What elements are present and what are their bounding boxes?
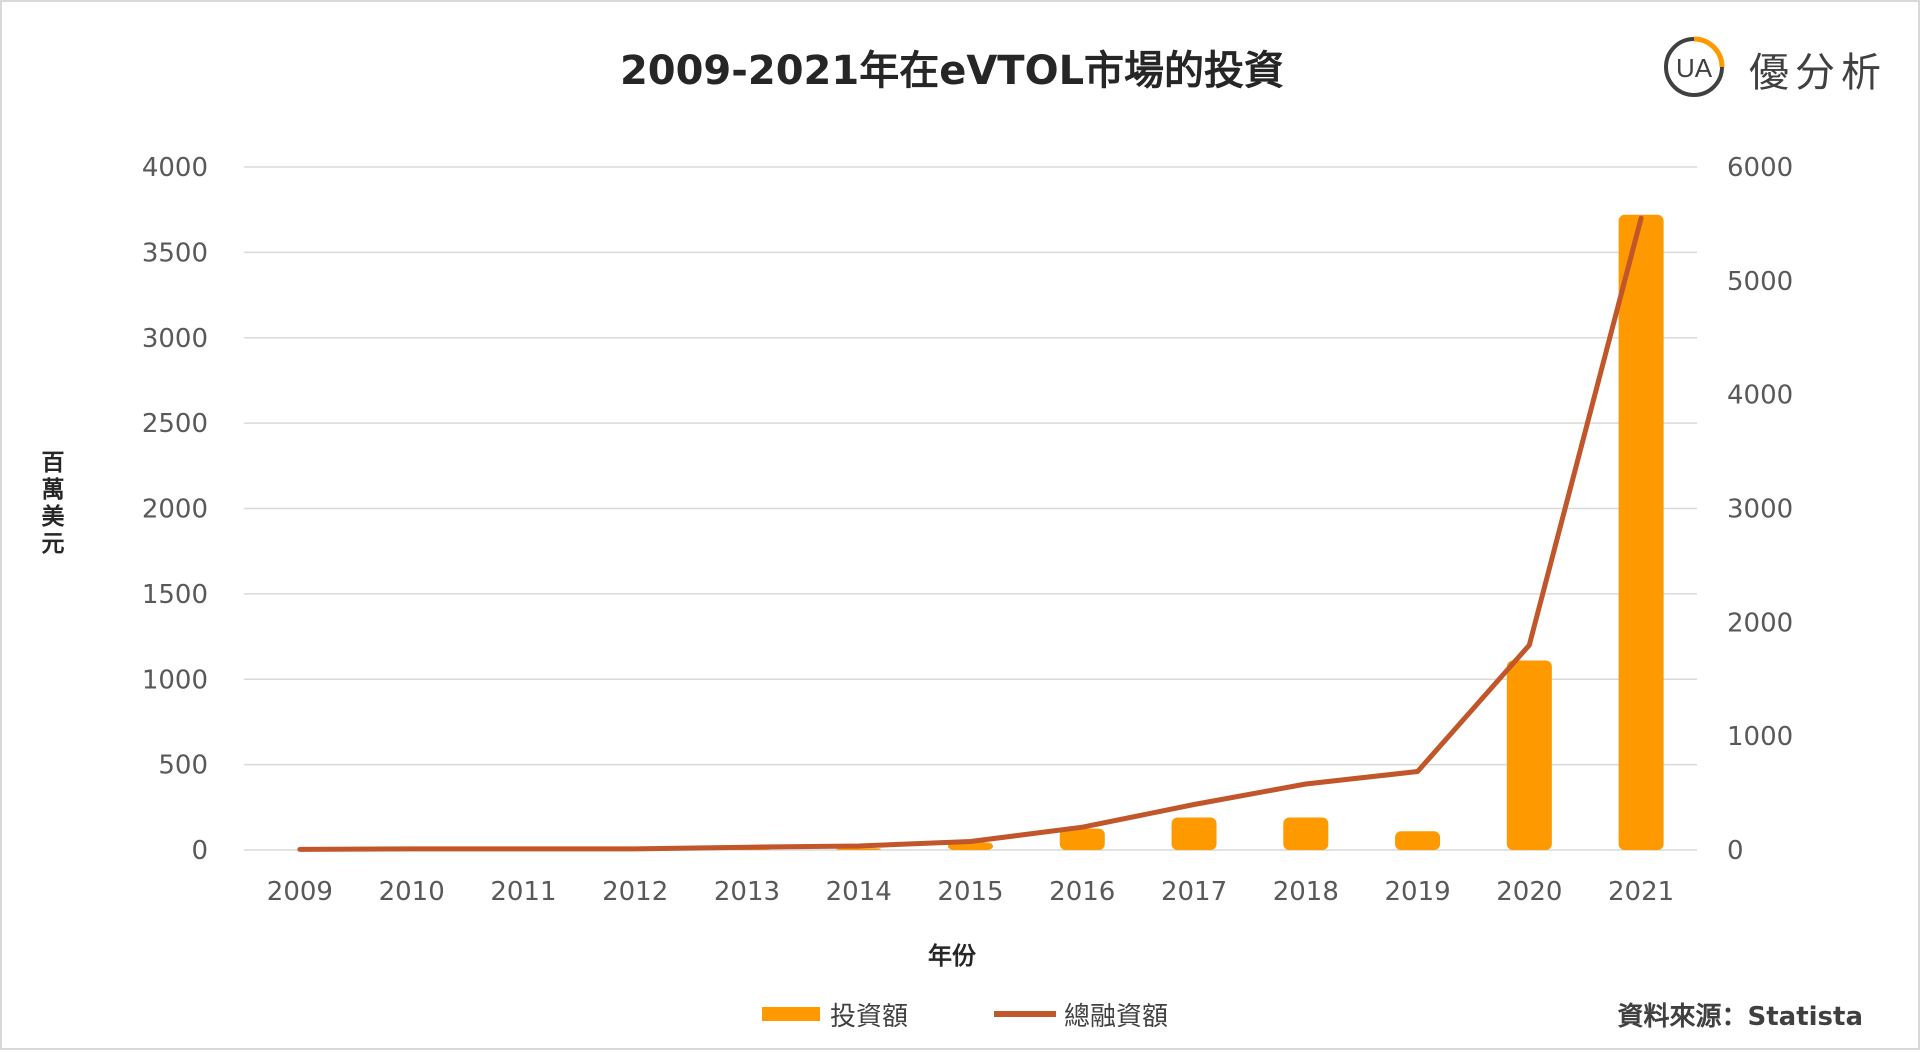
x-tick-label: 2012 bbox=[602, 877, 668, 907]
y2-tick-label: 5000 bbox=[1727, 267, 1793, 297]
x-tick-label: 2011 bbox=[490, 877, 556, 907]
x-tick-label: 2018 bbox=[1273, 877, 1339, 907]
x-tick-label: 2020 bbox=[1496, 877, 1562, 907]
chart-title: 2009-2021年在eVTOL市場的投資 bbox=[619, 48, 1285, 94]
x-axis-title: 年份 bbox=[928, 942, 976, 970]
y-axis-title: 百萬美元 bbox=[41, 450, 65, 557]
y-tick-label: 1000 bbox=[142, 665, 208, 695]
x-tick-label: 2021 bbox=[1608, 877, 1674, 907]
x-tick-label: 2013 bbox=[714, 877, 780, 907]
y2-tick-label: 4000 bbox=[1727, 381, 1793, 411]
y-tick-label: 4000 bbox=[142, 153, 208, 183]
y2-tick-label: 0 bbox=[1727, 836, 1744, 866]
bar bbox=[1059, 828, 1105, 850]
x-tick-label: 2019 bbox=[1384, 877, 1450, 907]
y2-tick-label: 1000 bbox=[1727, 722, 1793, 752]
bar bbox=[836, 848, 882, 850]
legend-swatch-line bbox=[994, 1011, 1056, 1017]
x-tick-label: 2014 bbox=[826, 877, 892, 907]
bar bbox=[1618, 214, 1664, 850]
x-tick-label: 2009 bbox=[267, 877, 333, 907]
ua-logo-icon: UA bbox=[1664, 36, 1725, 97]
y-tick-label: 0 bbox=[191, 836, 208, 866]
legend-label-line: 總融資額 bbox=[1064, 1002, 1169, 1032]
bar bbox=[1395, 831, 1441, 850]
bar bbox=[1506, 660, 1552, 850]
y-tick-label: 3000 bbox=[142, 324, 208, 354]
x-tick-label: 2010 bbox=[379, 877, 445, 907]
x-tick-label: 2017 bbox=[1161, 877, 1227, 907]
y2-tick-label: 6000 bbox=[1727, 153, 1793, 183]
legend-label-bar: 投資額 bbox=[830, 1002, 909, 1032]
y-tick-label: 3500 bbox=[142, 238, 208, 268]
x-tick-label: 2016 bbox=[1049, 877, 1115, 907]
bar bbox=[1283, 817, 1329, 850]
y-tick-label: 500 bbox=[158, 751, 208, 781]
y2-tick-label: 2000 bbox=[1727, 608, 1793, 638]
y2-tick-label: 3000 bbox=[1727, 495, 1793, 525]
series-line bbox=[297, 215, 1644, 852]
x-tick-label: 2015 bbox=[937, 877, 1003, 907]
y-tick-label: 2500 bbox=[142, 409, 208, 439]
logo-mark: UA bbox=[1676, 53, 1713, 83]
legend-swatch-bar bbox=[762, 1007, 820, 1021]
logo-text: 優分析 bbox=[1749, 50, 1887, 96]
y-tick-label: 2000 bbox=[142, 495, 208, 525]
source-note: 資料來源：Statista bbox=[1617, 1002, 1864, 1032]
bar bbox=[1171, 817, 1217, 850]
y-tick-label: 1500 bbox=[142, 580, 208, 610]
